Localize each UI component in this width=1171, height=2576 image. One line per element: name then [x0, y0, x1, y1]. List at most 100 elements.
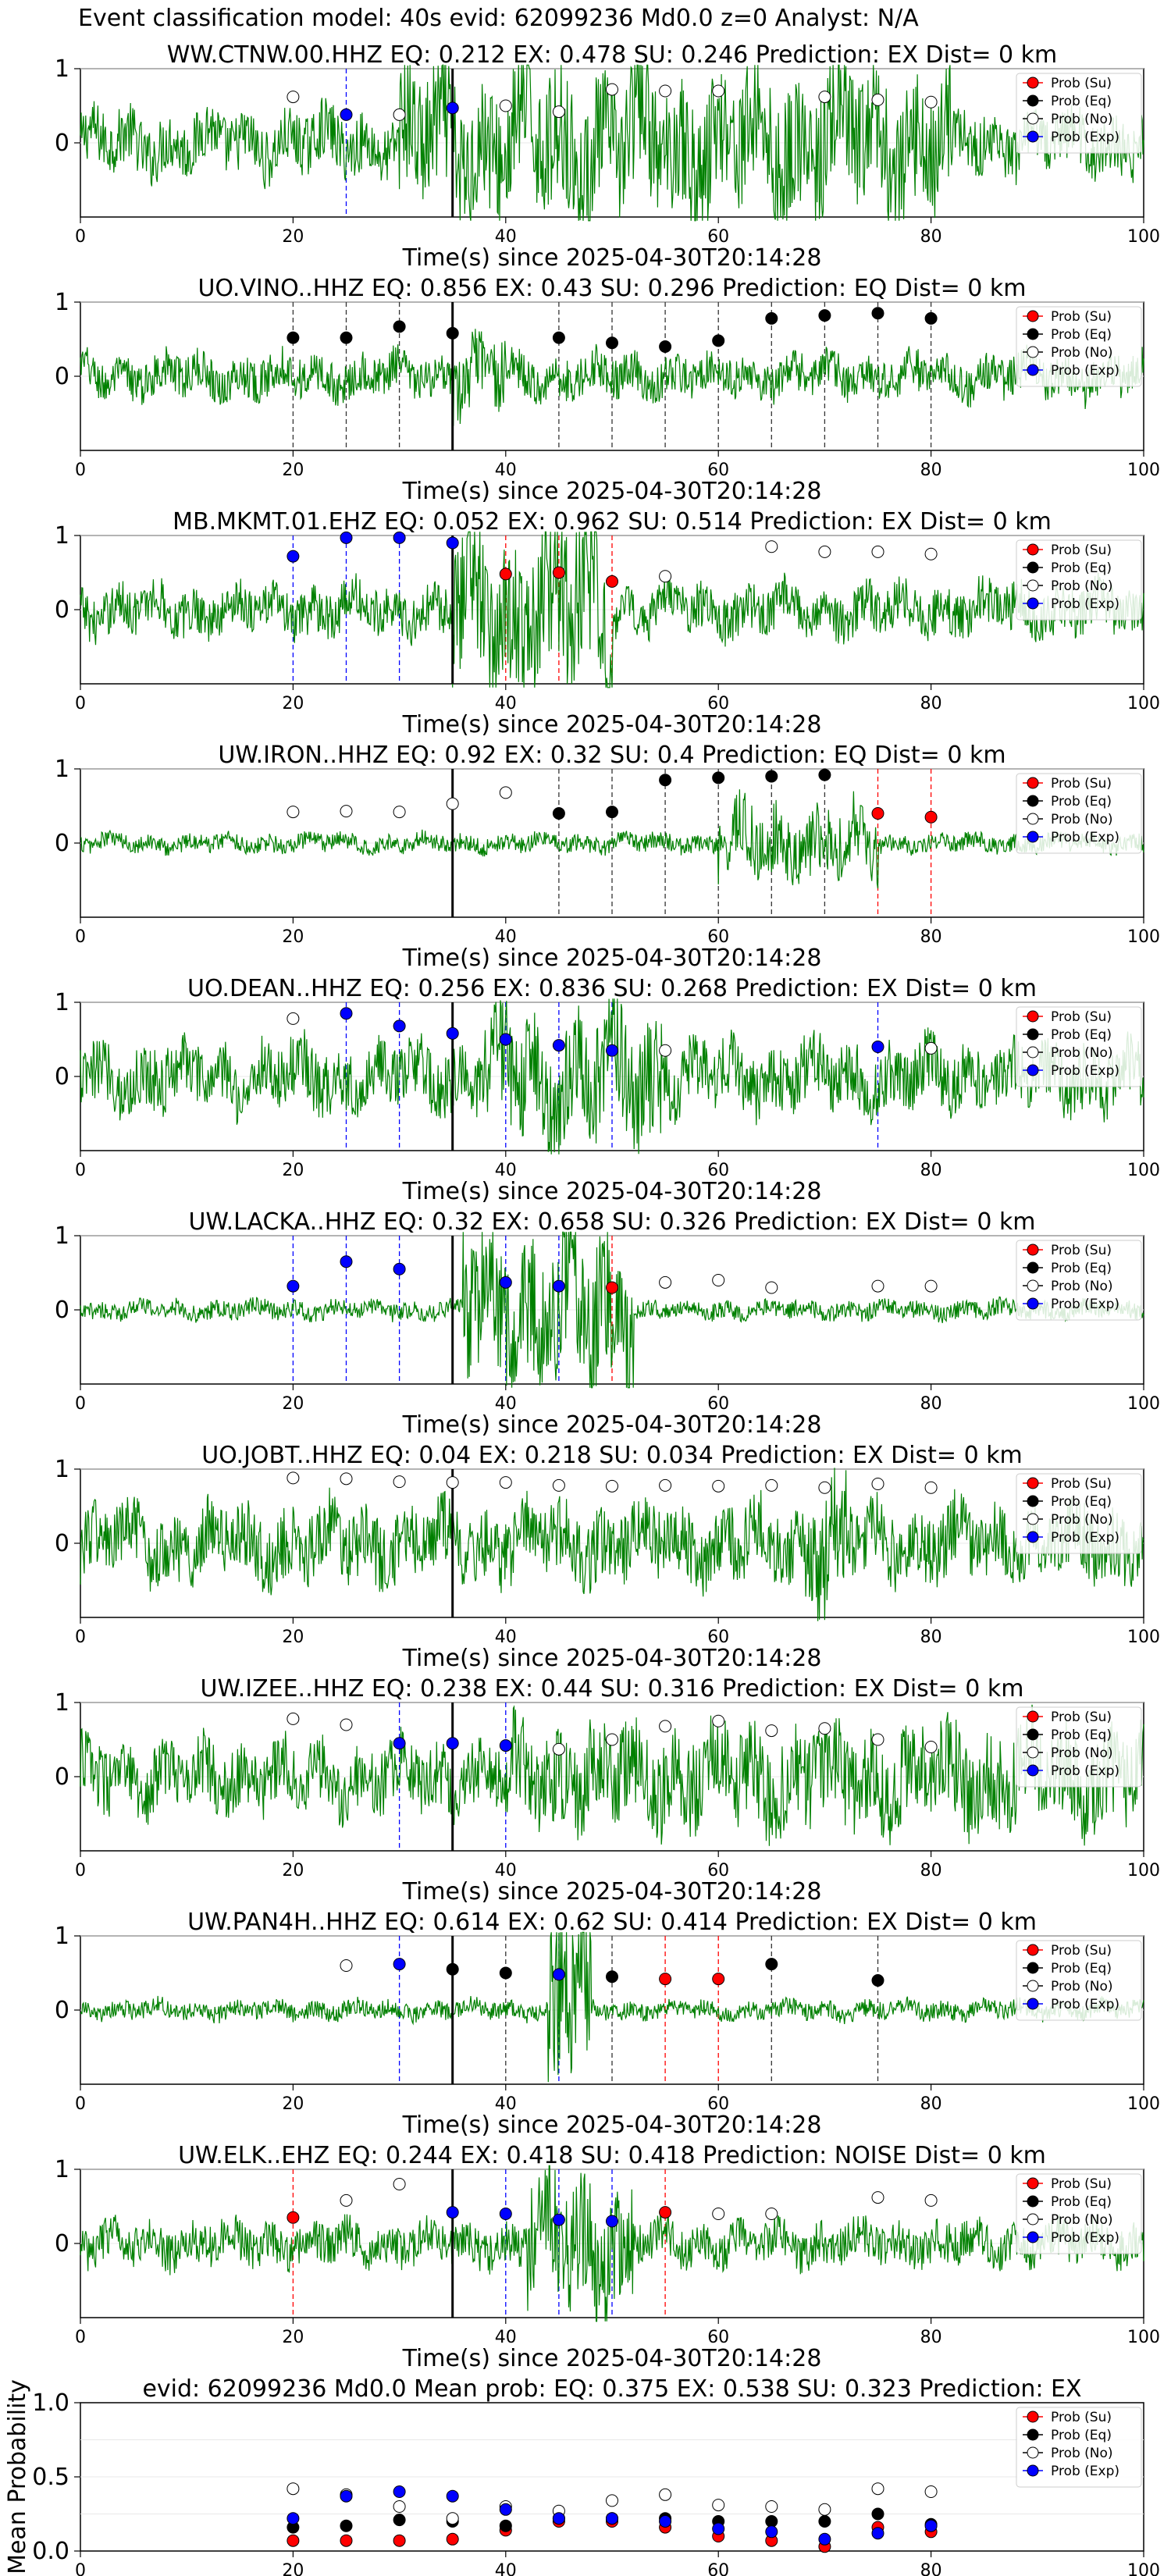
- panel-7-xtick-label-4: 80: [920, 1861, 942, 1880]
- panel-7-legend-label-2: Prob (No): [1051, 1745, 1113, 1761]
- panel-0-prob-point-1: [340, 108, 353, 121]
- panel-8-xtick-label-4: 80: [920, 2094, 942, 2114]
- panel-7-prob-point-0: [287, 1712, 300, 1725]
- panel-0-legend-marker-1: [1027, 94, 1039, 107]
- panel-3-xtick-label-3: 60: [707, 927, 729, 947]
- panel-10-legend-label-0: Prob (Su): [1051, 2410, 1112, 2425]
- panel-8-legend-box: [1016, 1940, 1142, 2021]
- panel-10-series-No-point-7: [659, 2488, 672, 2501]
- panel-5-xtick-label-5: 100: [1127, 1394, 1160, 1414]
- panel-1-prob-point-6: [659, 340, 672, 353]
- panel-6-xtick-label-2: 40: [495, 1628, 517, 1647]
- panel-10-series-Exp-point-6: [606, 2512, 618, 2525]
- panel-10-series-Eq-point-2: [393, 2514, 406, 2527]
- panel-3-prob-point-5: [552, 807, 565, 820]
- panel-7-xtick-label-5: 100: [1127, 1861, 1160, 1880]
- panel-8-xtick-label-3: 60: [707, 2094, 729, 2114]
- panel-6-xtick-label-0: 0: [75, 1628, 86, 1647]
- panel-3-xtick-label-0: 0: [75, 927, 86, 947]
- panel-2-prob-point-5: [552, 566, 565, 579]
- panel-9-legend-marker-3: [1027, 2231, 1039, 2243]
- panel-7-legend: Prob (Su) Prob (Eq) Prob (No) Prob (Exp): [1016, 1706, 1142, 1788]
- panel-2-legend-marker-1: [1027, 561, 1039, 574]
- panel-9-title: UW.ELK..EHZ EQ: 0.244 EX: 0.418 SU: 0.41…: [178, 2142, 1046, 2169]
- panel-8-xtick-label-0: 0: [75, 2094, 86, 2114]
- panel-7-prob-point-4: [499, 1739, 512, 1752]
- panel-6-legend-marker-3: [1027, 1531, 1039, 1543]
- panel-8-ytick-label-1: 1: [55, 1923, 69, 1950]
- panel-0-xtick-label-4: 80: [920, 227, 942, 247]
- panel-7-legend-marker-3: [1027, 1764, 1039, 1777]
- panel-3-legend-box: [1016, 773, 1142, 854]
- panel-7-xtick-label-0: 0: [75, 1861, 86, 1880]
- panel-5-legend-label-0: Prob (Su): [1051, 1243, 1112, 1258]
- panel-0-prob-point-4: [499, 99, 512, 112]
- panel-5-legend-marker-0: [1027, 1244, 1039, 1256]
- panel-8-prob-point-7: [712, 1973, 725, 1986]
- panel-9-prob-point-4: [499, 2208, 512, 2220]
- panel-10-xtick-label-1: 20: [282, 2561, 304, 2576]
- panel-2-legend-label-3: Prob (Exp): [1051, 596, 1119, 612]
- panel-1-prob-point-4: [552, 331, 565, 344]
- panel-5-xtick-label-0: 0: [75, 1394, 86, 1414]
- panel-3-legend-label-2: Prob (No): [1051, 812, 1113, 827]
- panel-4-prob-point-4: [499, 1033, 512, 1046]
- panel-9-legend: Prob (Su) Prob (Eq) Prob (No) Prob (Exp): [1016, 2173, 1142, 2254]
- panel-0-legend-label-0: Prob (Su): [1051, 76, 1112, 91]
- panel-2-prob-point-10: [871, 545, 884, 558]
- panel-3-prob-point-11: [871, 807, 884, 820]
- panel-4-prob-point-0: [287, 1012, 300, 1025]
- panel-7-legend-label-0: Prob (Su): [1051, 1710, 1112, 1725]
- panel-1-xtick-label-0: 0: [75, 461, 86, 480]
- panel-5-prob-point-9: [871, 1279, 884, 1293]
- panel-0-prob-point-2: [393, 108, 406, 121]
- panel-4-prob-point-9: [924, 1041, 938, 1055]
- panel-9-legend-marker-2: [1027, 2213, 1039, 2226]
- panel-4-prob-point-2: [393, 1019, 406, 1033]
- panel-10-series-Exp-point-5: [552, 2512, 565, 2525]
- panel-5-legend-marker-1: [1027, 1261, 1039, 1274]
- panel-0-prob-point-10: [871, 93, 884, 106]
- panel-8-legend-label-2: Prob (No): [1051, 1979, 1113, 1994]
- panel-10-series-Exp-point-3: [446, 2489, 459, 2503]
- panel-7-xlabel: Time(s) since 2025-04-30T20:14:28: [402, 1878, 822, 1905]
- panel-4-xtick-label-0: 0: [75, 1161, 86, 1180]
- panel-0-legend-box: [1016, 73, 1142, 154]
- panel-9-xtick-label-3: 60: [707, 2328, 729, 2347]
- panel-9-legend-label-2: Prob (No): [1051, 2212, 1113, 2228]
- panel-4-legend: Prob (Su) Prob (Eq) Prob (No) Prob (Exp): [1016, 1006, 1142, 1087]
- panel-5-legend-box: [1016, 1240, 1142, 1321]
- panel-9-prob-point-7: [659, 2206, 672, 2219]
- panel-0-prob-point-7: [659, 84, 672, 98]
- panel-7-prob-point-5: [552, 1742, 565, 1756]
- panel-9-prob-point-8: [712, 2208, 725, 2220]
- panel-4-legend-marker-3: [1027, 1064, 1039, 1076]
- panel-10-series-Eq-point-10: [818, 2515, 831, 2528]
- panel-10-series-No-point-8: [712, 2499, 725, 2512]
- panel-8-prob-point-6: [659, 1973, 672, 1986]
- panel-7-xtick-label-1: 20: [282, 1861, 304, 1880]
- panel-3-legend-label-3: Prob (Exp): [1051, 830, 1119, 845]
- panel-1-prob-point-8: [765, 311, 778, 325]
- panel-8-prob-point-3: [499, 1966, 512, 1980]
- panel-3-title: UW.IRON..HHZ EQ: 0.92 EX: 0.32 SU: 0.4 P…: [218, 742, 1005, 769]
- panel-10-series-Exp-point-11: [871, 2527, 884, 2540]
- panel-1-title: UO.VINO..HHZ EQ: 0.856 EX: 0.43 SU: 0.29…: [198, 275, 1026, 302]
- panel-5-ytick-label-0: 0: [55, 1297, 69, 1324]
- panel-10-series-No-point-9: [765, 2500, 778, 2513]
- panel-2-ytick-label-0: 0: [55, 596, 69, 624]
- panel-8-prob-point-4: [552, 1968, 565, 1981]
- panel-3-xtick-label-2: 40: [495, 927, 517, 947]
- panel-10-series-Su-point-0: [287, 2534, 300, 2547]
- panel-7-legend-label-3: Prob (Exp): [1051, 1763, 1119, 1779]
- panel-0-ytick-label-1: 1: [55, 55, 69, 83]
- panel-9-prob-point-6: [606, 2215, 618, 2228]
- panel-0-xtick-label-1: 20: [282, 227, 304, 247]
- panel-0-prob-point-3: [446, 101, 459, 115]
- panel-10-xtick-label-2: 40: [495, 2561, 517, 2576]
- panel-2-xlabel: Time(s) since 2025-04-30T20:14:28: [402, 711, 822, 738]
- panel-10-series-Exp-point-7: [659, 2515, 672, 2528]
- panel-6-prob-point-3: [446, 1476, 459, 1489]
- panel-9-xtick-label-4: 80: [920, 2328, 942, 2347]
- panel-10-series-Eq-point-11: [871, 2507, 884, 2521]
